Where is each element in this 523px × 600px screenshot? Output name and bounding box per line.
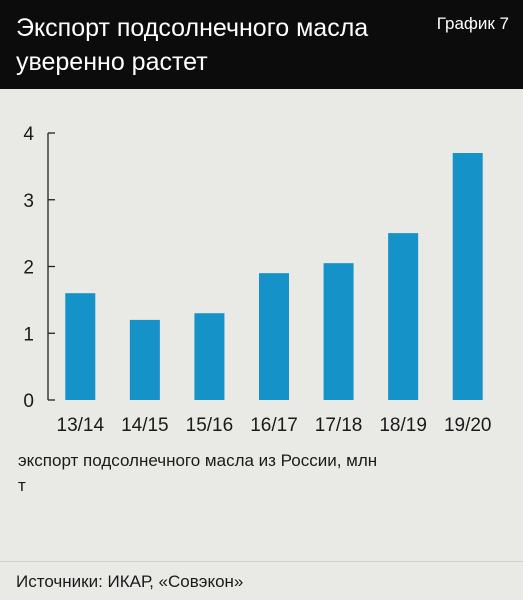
bar [259, 273, 289, 400]
bar [323, 263, 354, 400]
x-tick-label: 15/16 [186, 415, 234, 436]
y-tick-label: 2 [23, 258, 34, 279]
y-tick-label: 4 [23, 124, 34, 145]
source-note: Источники: ИКАР, «Совэкон» [16, 572, 244, 591]
bar [65, 293, 96, 400]
chart-title: Экспорт подсолнечного масла уверенно рас… [16, 14, 369, 76]
footer: Источники: ИКАР, «Совэкон» [0, 561, 523, 600]
bar-chart: 0 1 2 3 4 13/14 14/15 15/16 16/17 17/18 18/19 19/20 [23, 124, 491, 436]
chart-number-label: График 7 [436, 14, 509, 33]
legend-text: экспорт подсолнечного масла из России, м… [18, 451, 378, 495]
x-tick-label: 18/19 [379, 415, 427, 436]
y-tick-label: 1 [23, 324, 34, 345]
x-tick-label: 13/14 [57, 415, 105, 436]
label-layer: 0 1 2 3 4 13/14 14/15 15/16 16/17 17/18 18/19 19/20 [23, 124, 491, 436]
bar [194, 313, 225, 400]
chart-header: Экспорт подсолнечного масла уверенно рас… [0, 0, 523, 89]
bar [388, 233, 419, 400]
x-tick-label: 19/20 [444, 415, 492, 436]
x-tick-label: 17/18 [315, 415, 363, 436]
y-tick-label: 0 [23, 391, 34, 412]
x-tick-label: 16/17 [250, 415, 298, 436]
bar [452, 153, 483, 400]
bar [129, 319, 160, 400]
x-tick-label: 14/15 [121, 415, 169, 436]
axis-layer [47, 132, 55, 401]
y-tick-label: 3 [23, 191, 34, 212]
bar-layer [65, 153, 483, 400]
